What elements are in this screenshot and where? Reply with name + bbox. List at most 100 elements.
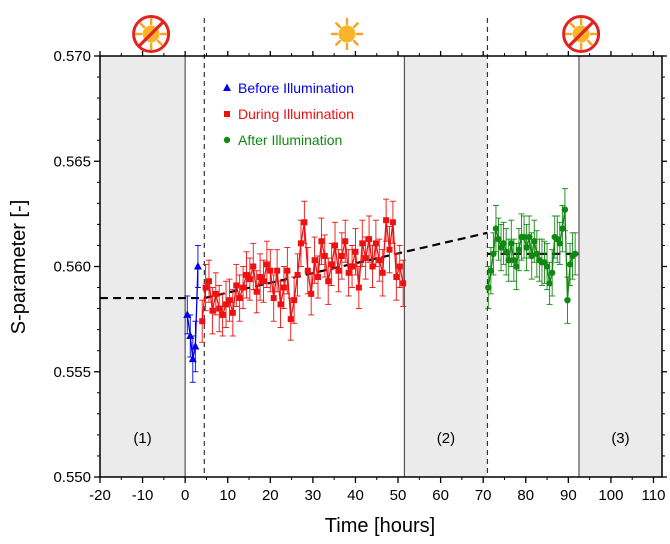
data-point xyxy=(502,248,510,255)
legend-label: Before Illumination xyxy=(238,80,354,96)
data-point xyxy=(267,267,274,274)
sun-icon xyxy=(330,17,364,51)
data-point xyxy=(240,284,247,291)
legend-marker xyxy=(223,83,231,91)
data-point xyxy=(543,263,551,270)
data-point xyxy=(369,263,376,270)
region-label: (3) xyxy=(611,430,629,447)
y-tick-label: 0.570 xyxy=(53,48,91,65)
data-point xyxy=(270,295,277,302)
data-point xyxy=(277,301,284,308)
data-point xyxy=(345,269,352,276)
legend: Before Illumination During Illumination Af… xyxy=(223,80,354,148)
trend-line xyxy=(204,231,488,300)
data-point xyxy=(287,316,294,323)
region-label: (1) xyxy=(133,430,151,447)
data-point xyxy=(566,261,574,268)
data-point xyxy=(513,263,520,270)
data-point xyxy=(372,240,379,247)
data-point xyxy=(219,311,226,318)
region-label: (2) xyxy=(437,430,455,447)
data-point xyxy=(233,282,240,289)
data-point xyxy=(487,267,495,274)
sun-ray xyxy=(586,39,593,46)
data-point xyxy=(495,235,502,243)
data-point xyxy=(325,278,332,285)
sun-ray xyxy=(352,39,359,46)
data-point xyxy=(257,274,264,281)
prohibition-slash xyxy=(567,20,595,48)
data-point xyxy=(359,240,366,247)
x-tick-label: 10 xyxy=(219,487,236,504)
data-point xyxy=(376,257,383,264)
data-point xyxy=(205,278,212,285)
x-tick-label: 90 xyxy=(560,487,577,504)
data-point xyxy=(321,252,328,259)
sun-ray xyxy=(156,39,163,46)
data-point xyxy=(328,261,335,268)
data-point xyxy=(548,269,556,277)
legend-label: After Illumination xyxy=(238,132,342,148)
data-point xyxy=(274,267,281,274)
data-point xyxy=(308,290,315,297)
series-circle xyxy=(485,188,579,324)
data-point xyxy=(349,263,356,270)
data-point xyxy=(366,236,373,243)
prohibition-slash xyxy=(137,20,165,48)
data-point xyxy=(362,255,369,262)
axes: -20 -10 0 10 20 30 40 50 60 70 80 90 100 110 0.550 0.55… xyxy=(53,48,667,504)
no-sun-icon xyxy=(132,15,171,53)
data-point xyxy=(253,288,260,295)
data-point xyxy=(352,248,359,255)
data-point xyxy=(389,219,396,226)
sun-ray xyxy=(569,22,576,29)
data-point xyxy=(202,284,209,291)
series-line xyxy=(201,220,404,322)
data-point xyxy=(186,331,195,339)
shaded-region xyxy=(404,56,488,477)
data-point xyxy=(386,246,393,253)
data-point xyxy=(546,280,553,287)
x-tick-label: 70 xyxy=(475,487,492,504)
data-point xyxy=(400,280,407,287)
data-point xyxy=(520,233,528,241)
data-point xyxy=(508,240,515,247)
y-axis-label: S-parameter [-] xyxy=(8,200,30,334)
x-tick-label: 40 xyxy=(347,487,364,504)
data-point xyxy=(510,256,518,264)
sun-ray xyxy=(335,39,342,46)
data-point xyxy=(335,267,342,274)
data-point xyxy=(191,341,200,350)
data-series xyxy=(183,188,579,383)
data-point xyxy=(304,267,311,274)
data-point xyxy=(559,225,566,232)
shaded-regions: (1) (2) (3) xyxy=(100,56,662,477)
data-point xyxy=(492,225,500,232)
data-point xyxy=(301,219,308,226)
data-point xyxy=(332,242,339,249)
series-triangle xyxy=(183,244,202,383)
x-tick-label: -10 xyxy=(132,487,154,504)
data-point xyxy=(523,244,530,251)
legend-marker xyxy=(223,136,231,144)
x-tick-label: 100 xyxy=(598,487,623,504)
data-point xyxy=(505,256,512,264)
data-point xyxy=(216,305,223,312)
data-point xyxy=(193,262,202,270)
y-tick-label: 0.565 xyxy=(53,153,91,170)
data-point xyxy=(229,309,236,316)
data-point xyxy=(284,267,291,274)
data-point xyxy=(485,284,492,291)
sun-ray xyxy=(335,22,342,29)
sun-disc xyxy=(338,25,356,43)
data-point xyxy=(531,238,538,245)
legend-label: During Illumination xyxy=(238,106,354,122)
illumination-markers xyxy=(132,15,601,53)
shaded-region xyxy=(578,56,662,477)
y-tick-label: 0.560 xyxy=(53,259,91,276)
data-point xyxy=(564,296,571,304)
data-point xyxy=(561,206,569,213)
data-point xyxy=(525,233,533,241)
data-point xyxy=(383,217,390,224)
